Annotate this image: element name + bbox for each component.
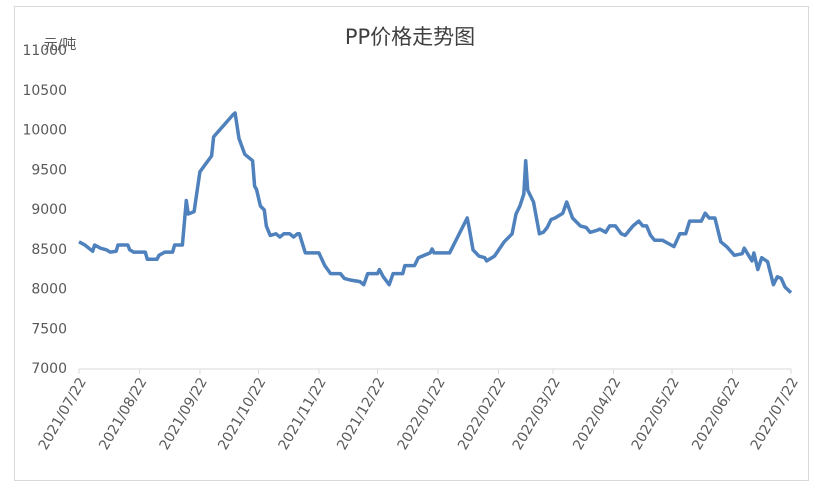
x-tick-label: 2022/03/22 [510, 375, 564, 453]
chart-border [14, 6, 809, 481]
y-tick-label: 8000 [31, 282, 67, 298]
y-tick-label: 9500 [31, 162, 67, 178]
x-tick-label: 2021/10/22 [215, 375, 269, 453]
y-tick-label: 7500 [31, 321, 67, 337]
y-tick-label: 8500 [31, 242, 67, 258]
x-tick-label: 2021/12/22 [334, 375, 388, 453]
y-tick-label: 11000 [22, 43, 67, 59]
x-tick-label: 2021/11/22 [276, 375, 330, 453]
chart-title: PP价格走势图 [345, 25, 475, 49]
x-tick-label: 2022/06/22 [689, 375, 743, 453]
x-tick-label: 2022/04/22 [570, 375, 624, 453]
y-tick-label: 9000 [31, 202, 67, 218]
x-tick-label: 2021/08/22 [96, 375, 150, 453]
x-tick-label: 2022/01/22 [395, 375, 449, 453]
x-tick-label: 2021/07/22 [36, 375, 90, 453]
y-axis-label: 元/吨 [44, 37, 77, 53]
y-tick-label: 10500 [22, 83, 67, 99]
y-tick-label: 10000 [22, 123, 67, 139]
y-tick-label: 7000 [31, 361, 67, 377]
x-tick-label: 2022/02/22 [455, 375, 509, 453]
x-tick-label: 2022/05/22 [629, 375, 683, 453]
price-line [78, 111, 793, 294]
x-tick-label: 2021/09/22 [157, 375, 211, 453]
x-tick-label: 2022/07/22 [748, 375, 802, 453]
